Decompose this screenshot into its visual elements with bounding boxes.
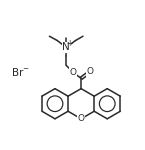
Text: O: O: [86, 67, 93, 76]
Text: +: +: [67, 39, 73, 48]
Text: Br$^{-}$: Br$^{-}$: [11, 66, 29, 78]
Text: O: O: [69, 68, 76, 77]
Text: O: O: [78, 114, 85, 123]
Text: N: N: [62, 42, 70, 52]
